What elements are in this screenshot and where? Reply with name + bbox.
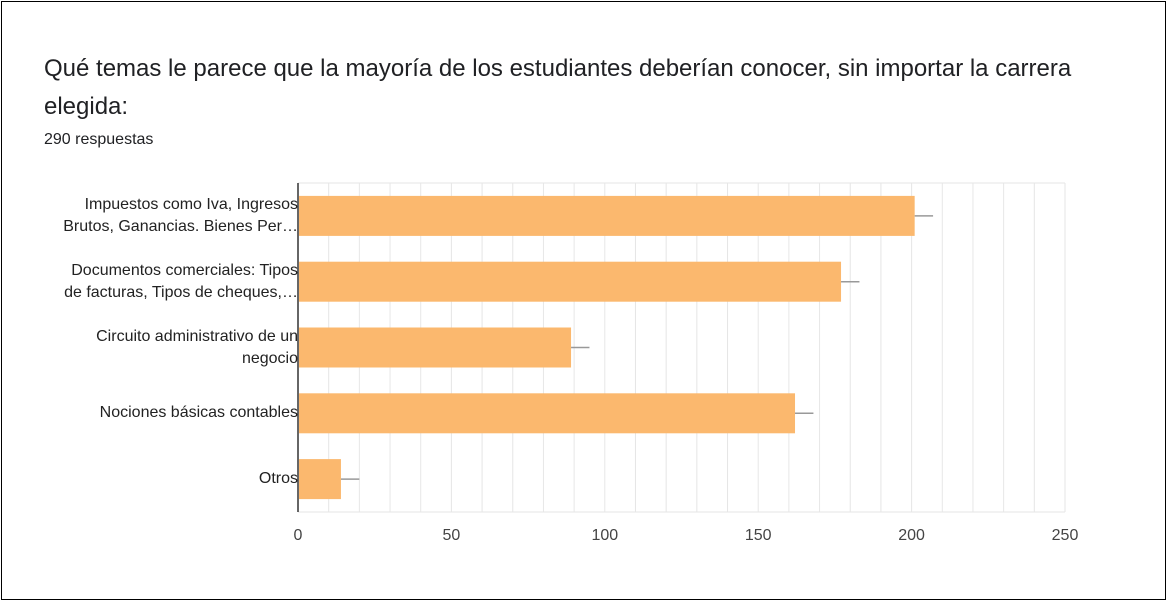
x-tick-label: 100 xyxy=(591,527,618,544)
x-tick-label: 0 xyxy=(294,527,303,544)
question-title: Qué temas le parece que la mayoría de lo… xyxy=(44,55,1072,120)
x-tick-label: 200 xyxy=(898,527,925,544)
response-count: 290 respuestas xyxy=(44,131,154,148)
x-tick-label: 150 xyxy=(745,527,772,544)
bar xyxy=(299,393,796,434)
bar xyxy=(299,459,341,500)
bar xyxy=(299,261,842,302)
x-tick-label: 50 xyxy=(443,527,461,544)
bar xyxy=(299,195,915,236)
bar xyxy=(299,327,572,368)
x-tick-label: 250 xyxy=(1052,527,1079,544)
